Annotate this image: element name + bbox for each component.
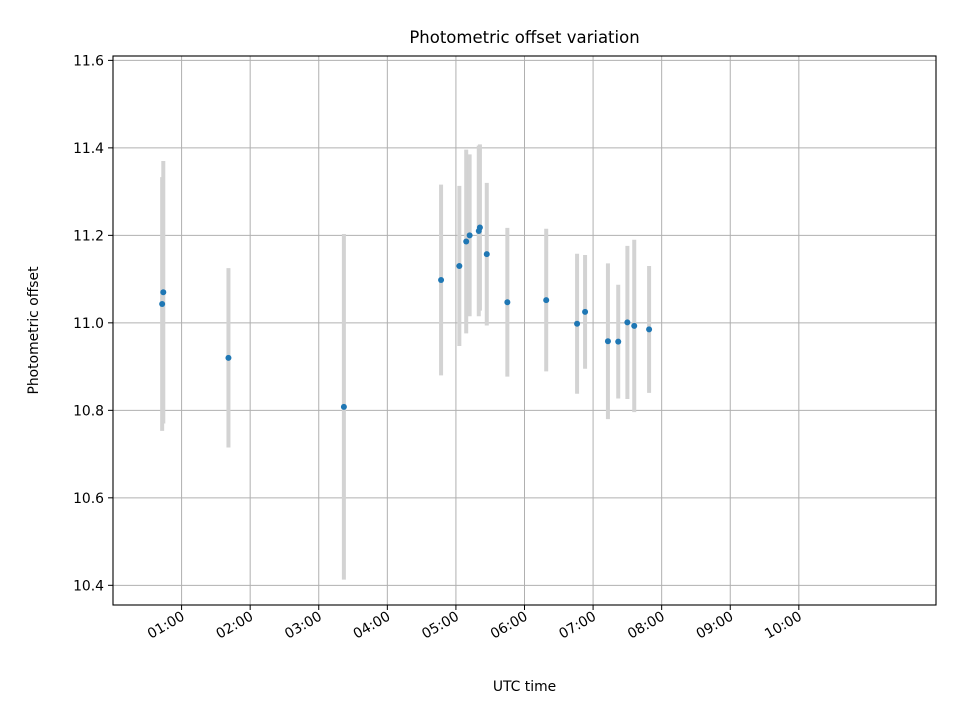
data-point	[504, 299, 511, 306]
data-point	[160, 289, 167, 296]
data-point	[225, 354, 232, 361]
y-tick-label: 11.2	[73, 228, 104, 244]
y-axis-label: Photometric offset	[26, 266, 42, 395]
data-point	[574, 320, 581, 327]
y-tick-label: 10.4	[73, 578, 104, 594]
data-point	[582, 308, 589, 315]
data-point	[604, 338, 611, 345]
data-point	[476, 224, 483, 231]
grid-lines	[113, 56, 936, 605]
data-point	[340, 403, 347, 410]
y-tick-label: 10.8	[73, 403, 104, 419]
data-point	[646, 326, 653, 333]
y-tick-label: 11.4	[73, 141, 104, 157]
data-point	[631, 322, 638, 329]
y-axis-ticks: 10.4 10.6 10.8 11.0 11.2 11.4 11.6	[73, 53, 113, 594]
data-point	[438, 276, 445, 283]
y-tick-label: 11.0	[73, 316, 104, 332]
data-point	[463, 238, 470, 245]
data-point	[466, 232, 473, 239]
chart-title: Photometric offset variation	[409, 28, 639, 47]
x-axis-label: UTC time	[493, 679, 556, 695]
y-tick-label: 11.6	[73, 53, 104, 69]
data-point	[483, 251, 490, 258]
data-points	[159, 224, 653, 410]
data-point	[543, 297, 550, 304]
data-point	[159, 301, 166, 308]
data-point	[615, 338, 622, 345]
y-tick-label: 10.6	[73, 491, 104, 507]
data-point	[456, 262, 463, 269]
data-point	[624, 319, 631, 326]
